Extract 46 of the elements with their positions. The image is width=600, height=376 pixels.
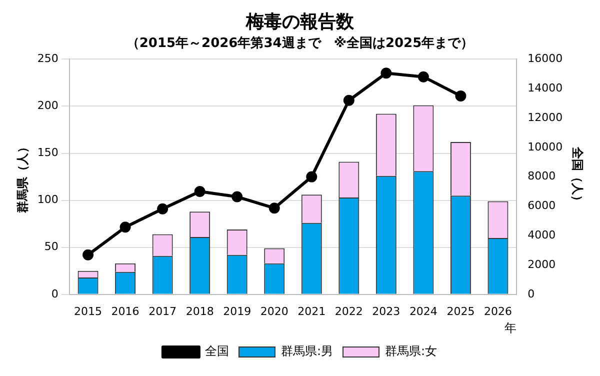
y2-axis-title: 全国（人） — [570, 146, 585, 207]
point — [418, 71, 429, 82]
chart-subtitle: （2015年～2026年第34週まで ※全国は2025年まで） — [126, 36, 474, 51]
x-tick-label: 2026 — [484, 304, 512, 318]
y-tick-label: 150 — [37, 146, 58, 160]
point — [232, 191, 243, 202]
x-tick-label: 2018 — [186, 304, 214, 318]
y-axis-title: 群馬県（人） — [15, 140, 30, 214]
x-tick-label: 2023 — [372, 304, 400, 318]
y2-tick-label: 12000 — [528, 110, 563, 124]
point — [157, 203, 168, 214]
x-tick-label: 2024 — [409, 304, 438, 318]
y2-tick-label: 8000 — [528, 170, 556, 183]
point — [380, 68, 392, 79]
x-tick-label: 2015 — [74, 304, 102, 318]
y2-tick-label: 6000 — [528, 199, 556, 212]
x-tick-label: 2021 — [298, 304, 326, 318]
y-tick-label: 50 — [44, 240, 58, 254]
y2-tick-label: 14000 — [528, 81, 563, 94]
y-tick-label: 200 — [37, 99, 58, 112]
legend-label: 全国 — [204, 344, 229, 358]
y-tick-label: 0 — [51, 287, 58, 300]
point — [82, 249, 94, 260]
y2-tick-label: 2000 — [528, 258, 556, 271]
x-tick-label: 2019 — [223, 304, 252, 318]
legend-label: 群馬県:女 — [385, 344, 438, 358]
x-tick-label: 2020 — [260, 304, 288, 318]
x-tick-label: 2017 — [148, 304, 177, 318]
point — [194, 186, 206, 197]
y2-tick-label: 4000 — [528, 228, 556, 242]
legend-label: 群馬県:男 — [280, 344, 334, 358]
point — [120, 222, 131, 233]
point — [343, 94, 354, 106]
point — [306, 171, 318, 182]
y-tick-label: 250 — [37, 52, 58, 66]
x-tick-label: 2025 — [446, 304, 475, 318]
y2-tick-label: 0 — [528, 287, 535, 300]
x-tick-label: 2022 — [334, 304, 363, 318]
chart-title: 梅毒の報告数 — [245, 11, 355, 32]
y2-tick-label: 10000 — [528, 140, 563, 154]
point — [455, 90, 466, 102]
y2-tick-label: 16000 — [528, 52, 563, 66]
x-axis-title: 年 — [504, 320, 517, 335]
y-tick-label: 100 — [37, 193, 58, 206]
x-tick-label: 2016 — [111, 304, 140, 318]
point — [268, 202, 280, 214]
